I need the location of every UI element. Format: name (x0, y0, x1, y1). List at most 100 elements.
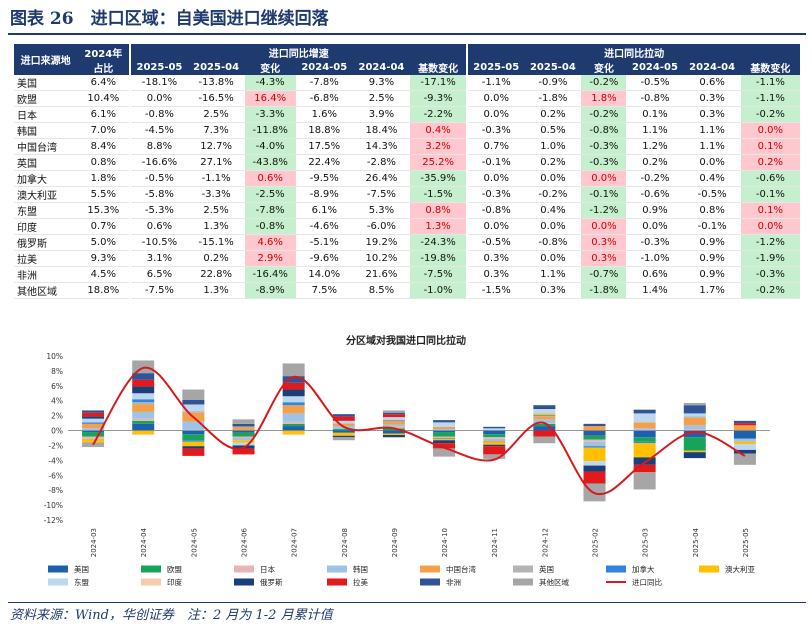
value-cell: 1.1% (683, 122, 741, 139)
bar-segment (433, 432, 456, 437)
value-cell: 1.3% (187, 282, 245, 299)
bar-segment (633, 464, 656, 473)
bar-segment (332, 423, 355, 427)
value-cell: 8.8% (129, 138, 188, 155)
subheader-growth-3: 2024-05 (295, 60, 353, 75)
bar-segment (182, 421, 205, 430)
bar-segment (533, 426, 556, 431)
value-cell: 1.1% (626, 122, 684, 139)
bar-segment (82, 438, 105, 440)
x-tick-label: 2024-04 (140, 527, 148, 557)
share-cell: 8.4% (77, 138, 131, 155)
bar-segment (382, 410, 405, 413)
bar-segment (232, 426, 255, 427)
legend-label: 中国台湾 (446, 564, 476, 574)
bar-segment (483, 430, 506, 435)
bar-segment (182, 389, 205, 400)
x-tick-label: 2025-02 (592, 528, 600, 557)
bar-segment (132, 360, 155, 374)
value-cell: -5.1% (295, 234, 353, 251)
bar-segment (583, 423, 606, 427)
bar-segment (683, 402, 706, 406)
legend-swatch (420, 565, 440, 573)
figure-title: 图表 26 进口区域：自美国进口继续回落 (10, 9, 329, 29)
value-cell: 0.0% (466, 90, 525, 107)
bar-segment (733, 423, 756, 426)
value-cell: 0.4% (683, 170, 741, 187)
bar-segment (433, 430, 456, 433)
value-cell: 1.7% (683, 282, 741, 299)
value-cell: -0.2% (740, 282, 800, 299)
bar-segment (633, 422, 656, 429)
legend-label: 澳大利亚 (725, 564, 755, 574)
bar-segment (533, 405, 556, 408)
region-cell: 英国 (14, 154, 78, 171)
bar-segment (82, 432, 105, 437)
table-row: 澳大利亚 5.5% -5.8% -3.3% -2.5% -8.9% -7.5% -1.5% -0… (14, 186, 800, 203)
value-cell: -1.0% (410, 282, 468, 299)
bar-segment (633, 429, 656, 431)
value-cell: 1.8% (581, 90, 627, 107)
value-cell: -7.8% (295, 75, 353, 91)
value-cell: 0.0% (740, 218, 800, 235)
bar-segment (332, 416, 355, 421)
subheader-pull-0: 2025-05 (466, 60, 525, 75)
share-cell: 0.8% (77, 154, 131, 171)
bar-segment (733, 425, 756, 431)
bar-segment (483, 437, 506, 439)
bar-segment (182, 430, 205, 435)
bar-segment (282, 423, 305, 427)
value-cell: 12.7% (187, 138, 245, 155)
value-cell: -0.6% (626, 186, 684, 203)
value-cell: -5.8% (129, 186, 188, 203)
y-tick-label: -6% (48, 471, 63, 480)
value-cell: -8.9% (244, 282, 296, 299)
legend-swatch (141, 578, 161, 586)
x-tick-label: 2024-07 (291, 528, 299, 557)
value-cell: 1.4% (626, 282, 684, 299)
value-cell: -0.1% (466, 154, 525, 171)
table-row: 其他区域 18.8% -7.5% 1.3% -8.9% 7.5% 8.5% -1.0% -1.5… (14, 282, 800, 299)
value-cell: 3.1% (129, 250, 188, 267)
region-cell: 中国台湾 (14, 138, 78, 155)
bar-segment (733, 440, 756, 442)
legend-label: 其他区域 (539, 577, 569, 587)
bar-segment (583, 447, 606, 462)
value-cell: 1.0% (524, 138, 582, 155)
bar-segment (683, 430, 706, 438)
value-cell: -7.8% (244, 202, 296, 219)
y-tick-label: 2% (51, 412, 63, 421)
bar-segment (683, 450, 706, 453)
bar-segment (382, 424, 405, 427)
value-cell: 0.3% (581, 234, 627, 251)
value-cell: -1.8% (524, 90, 582, 107)
bar-segment (633, 437, 656, 442)
y-tick-label: -12% (44, 516, 63, 525)
value-cell: 9.3% (352, 75, 411, 91)
table-row: 拉美 9.3% 3.1% 0.2% 2.9% -9.6% 10.2% -19.8% 0.3% 0.… (14, 250, 800, 267)
value-cell: 0.9% (683, 250, 741, 267)
value-cell: 4.6% (244, 234, 296, 251)
value-cell: -15.1% (187, 234, 245, 251)
region-cell: 日本 (14, 106, 78, 123)
bar-segment (182, 446, 205, 449)
value-cell: 1.1% (683, 138, 741, 155)
y-tick-label: 0% (51, 427, 63, 436)
bar-segment (533, 407, 556, 409)
value-cell: 1.3% (410, 218, 468, 235)
legend-label: 进口同比 (632, 577, 662, 587)
value-cell: 0.2% (187, 250, 245, 267)
table-row: 印度 0.7% 0.6% 1.3% -0.8% -4.6% -6.0% 1.3% 0.0% 0.0… (14, 218, 800, 235)
bar-segment (733, 449, 756, 454)
y-tick-label: 6% (51, 382, 63, 391)
value-cell: 14.0% (295, 266, 353, 283)
region-cell: 俄罗斯 (14, 234, 78, 251)
value-cell: -1.2% (581, 202, 627, 219)
x-tick-label: 2024-10 (441, 528, 449, 557)
bar-segment (182, 411, 205, 413)
bar-segment (182, 448, 205, 456)
value-cell: -1.1% (187, 170, 245, 187)
value-cell: 3.2% (410, 138, 468, 155)
bar-segment (633, 409, 656, 414)
bar-segment (583, 471, 606, 484)
